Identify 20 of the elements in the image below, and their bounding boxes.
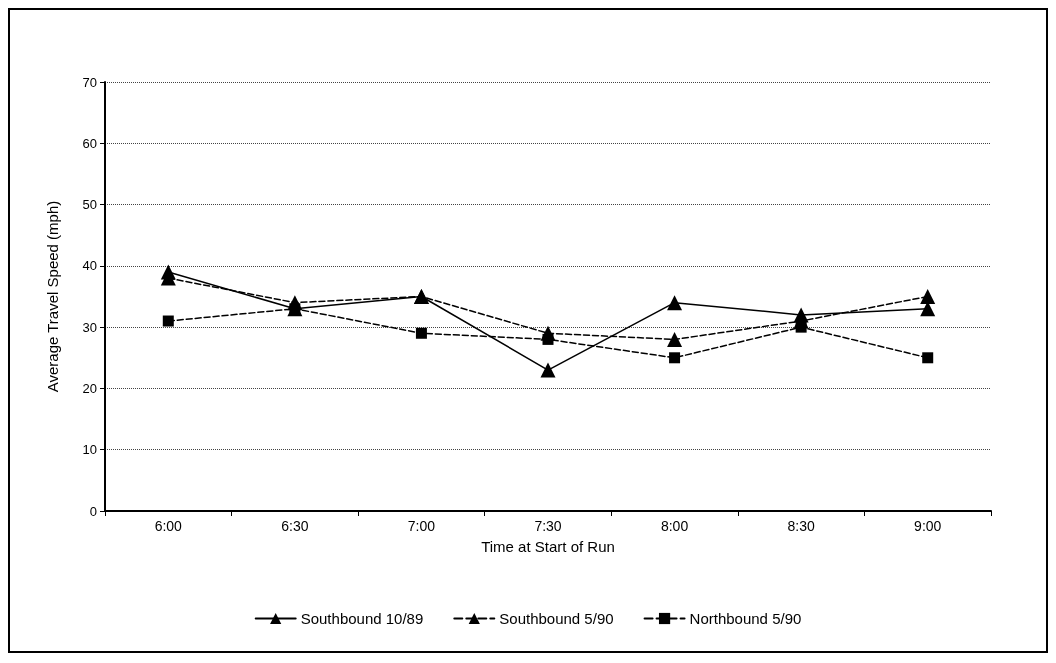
y-tick-label: 70 [82, 74, 97, 90]
x-tick-label: 9:00 [914, 518, 942, 534]
x-tick-label: 6:30 [281, 518, 309, 534]
y-tick-label: 40 [82, 258, 97, 274]
x-tick-label: 8:00 [660, 518, 689, 534]
y-tick-label: 10 [82, 442, 97, 458]
x-tick-label: 7:30 [534, 518, 562, 534]
legend-label: Southbound 10/89 [300, 610, 424, 627]
legend-label: Northbound 5/90 [689, 610, 802, 627]
x-axis-title: Time at Start of Run [481, 538, 615, 555]
y-tick-label: 30 [82, 319, 97, 335]
y-axis-title: Average Travel Speed (mph) [44, 200, 61, 393]
y-tick-label: 50 [82, 197, 97, 213]
x-tick-label: 7:00 [407, 518, 436, 534]
y-tick-label: 0 [89, 503, 97, 519]
y-tick-label: 60 [82, 135, 97, 151]
y-tick-label: 20 [82, 380, 97, 396]
x-tick-label: 6:00 [154, 518, 183, 534]
x-tick-label: 8:30 [787, 518, 815, 534]
legend-label: Southbound 5/90 [499, 610, 614, 627]
